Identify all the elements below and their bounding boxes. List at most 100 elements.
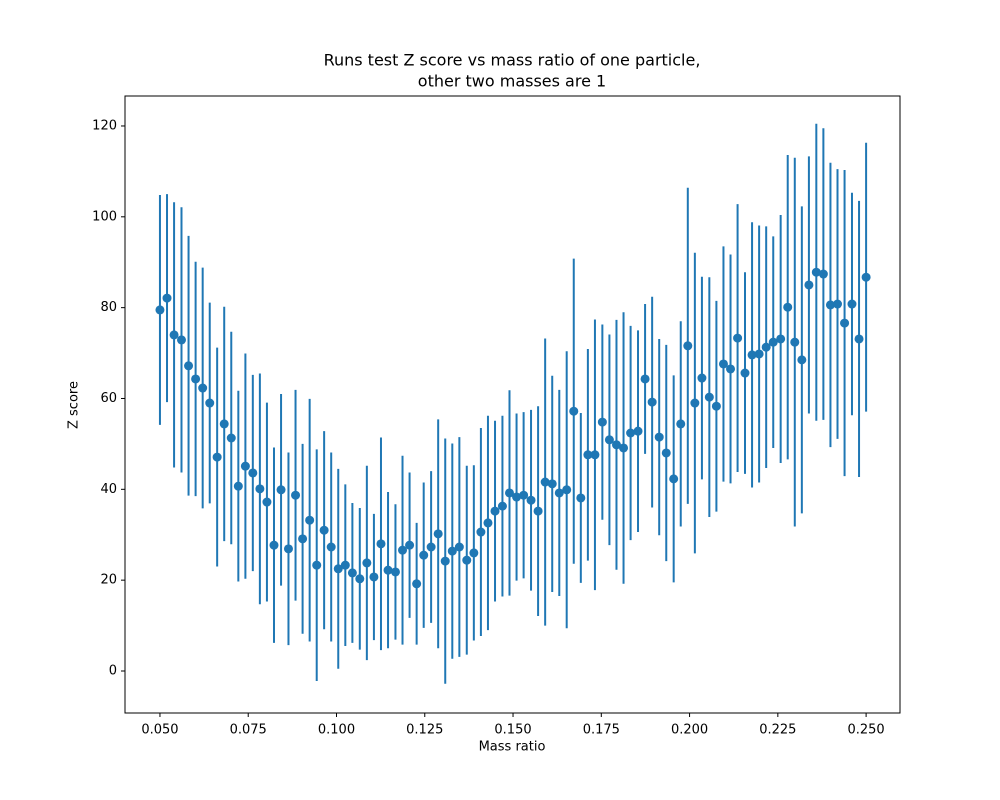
point [754, 349, 764, 359]
point [433, 529, 443, 539]
y-axis-label: Z score [67, 381, 82, 429]
point [483, 518, 493, 528]
point [184, 361, 194, 371]
point [305, 515, 315, 525]
point [333, 564, 343, 574]
point [240, 461, 250, 471]
point [476, 527, 486, 537]
point [298, 534, 308, 544]
point [262, 497, 272, 507]
point [233, 481, 243, 491]
point [226, 433, 236, 443]
point [519, 490, 529, 500]
point [847, 299, 857, 309]
point [155, 305, 165, 315]
point [198, 383, 208, 393]
point [590, 450, 600, 460]
point [690, 398, 700, 408]
y-tick-label: 40 [100, 482, 117, 497]
x-tick-label: 0.125 [406, 723, 443, 738]
point [369, 572, 379, 582]
point [604, 435, 614, 445]
point [768, 337, 778, 347]
point [419, 550, 429, 560]
point [512, 492, 522, 502]
point [811, 267, 821, 277]
point [319, 525, 329, 535]
point [669, 474, 679, 484]
x-tick-label: 0.200 [671, 723, 708, 738]
point [497, 501, 507, 511]
point [740, 368, 750, 378]
x-axis-label: Mass ratio [479, 740, 546, 755]
point [861, 272, 871, 282]
point [611, 440, 621, 450]
point [440, 556, 450, 566]
point [718, 359, 728, 369]
point [540, 477, 550, 487]
point [733, 333, 743, 343]
point [276, 485, 286, 495]
point [454, 542, 464, 552]
point [597, 417, 607, 427]
chart-title: other two masses are 1 [418, 72, 606, 91]
x-tick-label: 0.225 [759, 723, 796, 738]
point [683, 341, 693, 351]
point [554, 488, 564, 498]
x-tick-label: 0.100 [318, 723, 355, 738]
y-tick-label: 100 [92, 209, 117, 224]
point [633, 426, 643, 436]
point [490, 506, 500, 516]
point [833, 299, 843, 309]
point [711, 401, 721, 411]
point [697, 373, 707, 383]
point [205, 398, 215, 408]
point [176, 335, 186, 345]
point [412, 579, 422, 589]
point [162, 293, 172, 303]
point [191, 374, 201, 384]
y-tick-label: 0 [109, 663, 117, 678]
point [398, 545, 408, 555]
point [248, 468, 258, 478]
point [469, 548, 479, 558]
point [326, 542, 336, 552]
point [362, 558, 372, 568]
x-tick-label: 0.050 [141, 723, 178, 738]
y-tick-label: 120 [92, 118, 117, 133]
point [347, 568, 357, 578]
point [340, 560, 350, 570]
x-tick-label: 0.250 [847, 723, 884, 738]
point [212, 452, 222, 462]
point [312, 560, 322, 570]
point [533, 506, 543, 516]
point [797, 355, 807, 365]
point [647, 397, 657, 407]
y-tick-label: 20 [100, 573, 117, 588]
x-tick-label: 0.175 [583, 723, 620, 738]
point [376, 539, 386, 549]
point [804, 280, 814, 290]
point [619, 443, 629, 453]
point [818, 269, 828, 279]
point [269, 540, 279, 550]
point [783, 302, 793, 312]
point [576, 493, 586, 503]
point [526, 495, 536, 505]
point [569, 406, 579, 416]
point [704, 392, 714, 402]
point [462, 555, 472, 565]
x-tick-label: 0.150 [494, 723, 531, 738]
point [676, 419, 686, 429]
point [761, 342, 771, 352]
point [219, 419, 229, 429]
point [255, 484, 265, 494]
point [405, 540, 415, 550]
point [547, 479, 557, 489]
point [355, 574, 365, 584]
chart-title: Runs test Z score vs mass ratio of one p… [324, 51, 701, 70]
point [283, 544, 293, 554]
point [661, 448, 671, 458]
